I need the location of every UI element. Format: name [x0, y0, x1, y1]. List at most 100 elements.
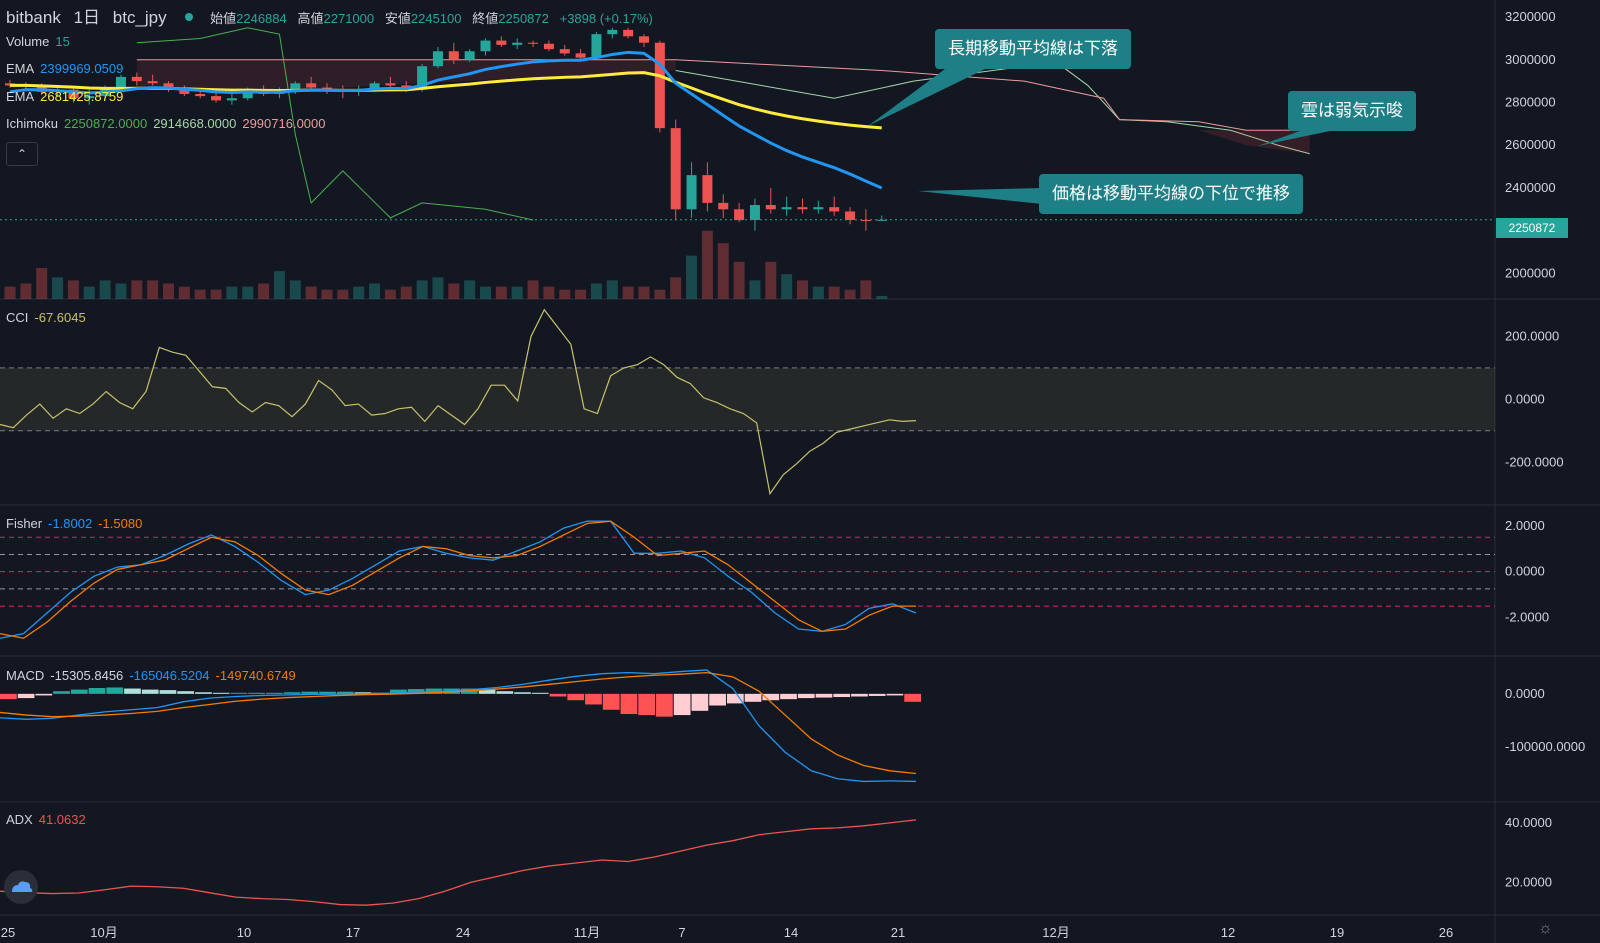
volume-bar — [876, 295, 888, 299]
callout-long-ema[interactable]: 長期移動平均線は下落 — [935, 29, 1131, 69]
ichimoku-span-b — [136, 59, 1310, 131]
candle-body — [226, 98, 237, 101]
volume-bar — [654, 289, 666, 299]
fisher-legend-label: Fisher — [6, 516, 43, 531]
ichimoku-lagging-span — [136, 27, 534, 221]
candle-body — [829, 207, 840, 212]
callout-cloud[interactable]: 雲は弱気示唆 — [1288, 91, 1416, 131]
macd-histogram-bar — [496, 691, 514, 694]
candle-body — [306, 83, 317, 88]
symbol-name[interactable]: btc_jpy — [112, 8, 167, 27]
volume-bar — [210, 289, 222, 299]
macd-histogram-bar — [283, 692, 301, 694]
callout-price[interactable]: 価格は移動平均線の下位で推移 — [1039, 174, 1303, 214]
candle-body — [68, 89, 79, 99]
adx-legend[interactable]: ADX 41.0632 — [6, 812, 92, 827]
candle-body — [543, 43, 554, 50]
macd-histogram-bar — [301, 691, 319, 694]
candle-body — [749, 205, 760, 220]
candle-body — [512, 42, 523, 45]
time-axis-tick: 25 — [1, 925, 15, 940]
ema1-legend[interactable]: EMA 2399969.0509 — [6, 61, 129, 76]
macd-histogram-bar — [390, 689, 407, 694]
fisher-legend-v1: -1.8002 — [48, 516, 93, 531]
callout-price-pointer — [918, 188, 1042, 204]
fisher-line — [0, 520, 917, 639]
volume-bar — [749, 280, 761, 299]
volume-legend-label: Volume — [6, 34, 50, 49]
volume-bar — [495, 286, 507, 299]
fisher-legend-v2: -1.5080 — [98, 516, 143, 531]
time-axis-tick: 12月 — [1042, 925, 1069, 940]
candle-body — [607, 29, 618, 35]
interval-label[interactable]: 1日 — [73, 8, 101, 27]
close-label: 終値 — [472, 11, 499, 26]
candle-body — [639, 36, 649, 43]
low-value: 2245100 — [410, 11, 462, 26]
candle-body — [654, 42, 665, 129]
volume-legend[interactable]: Volume 15 — [6, 34, 76, 49]
macd-histogram-bar — [177, 691, 195, 694]
volume-bar — [765, 261, 777, 299]
volume-bar — [717, 243, 729, 299]
ema-short-line — [9, 50, 883, 190]
macd-legend-v1: -15305.8456 — [50, 668, 124, 683]
price-axis-tick: 3000000 — [1505, 52, 1556, 67]
time-axis-tick: 19 — [1330, 925, 1344, 940]
ema2-legend-value: 2681425.8759 — [40, 89, 124, 104]
fisher-legend[interactable]: Fisher -1.8002 -1.5080 — [6, 516, 148, 531]
macd-legend[interactable]: MACD -15305.8456 -165046.5204 -149740.6749 — [6, 668, 302, 683]
ichimoku-legend[interactable]: Ichimoku 2250872.0000 2914668.0000 2990716.… — [6, 116, 332, 131]
macd-histogram-bar — [638, 693, 656, 716]
candle-body — [813, 207, 824, 210]
volume-bar — [638, 286, 650, 299]
time-axis-tick: 26 — [1439, 925, 1453, 940]
collapse-legend-button[interactable]: ⌃ — [6, 142, 38, 166]
time-axis-tick: 7 — [678, 925, 685, 940]
candle-body — [147, 81, 158, 84]
volume-bar — [701, 230, 713, 299]
volume-bar — [289, 280, 301, 299]
exchange-name[interactable]: bitbank — [6, 8, 61, 27]
candle-body — [797, 207, 808, 210]
volume-bar — [4, 286, 16, 299]
candle-body — [718, 202, 729, 210]
candle-body — [860, 219, 871, 221]
macd-histogram-bar — [124, 688, 141, 694]
candle-body — [432, 51, 443, 67]
macd-histogram-bar — [549, 693, 567, 697]
candle-body — [496, 40, 507, 45]
volume-bar — [828, 286, 840, 299]
volume-bar — [131, 280, 143, 299]
candle-body — [591, 34, 602, 58]
tradingview-logo[interactable] — [4, 870, 38, 904]
macd-histogram-bar — [620, 693, 638, 715]
volume-bar — [115, 283, 127, 299]
ichimoku-legend-label: Ichimoku — [6, 116, 59, 131]
gear-icon[interactable]: ☼ — [1538, 920, 1553, 937]
macd-histogram-bar — [709, 693, 726, 706]
candle-body — [179, 89, 190, 94]
ema2-legend[interactable]: EMA 2681425.8759 — [6, 89, 129, 104]
macd-histogram-bar — [780, 693, 797, 700]
ema2-legend-label: EMA — [6, 89, 35, 104]
macd-histogram-bar — [726, 693, 744, 704]
candle-body — [385, 83, 396, 86]
volume-legend-value: 15 — [55, 34, 70, 49]
time-axis-tick: 17 — [346, 925, 360, 940]
callout-cloud-pointer — [1258, 131, 1330, 146]
cci-legend[interactable]: CCI -67.6045 — [6, 310, 92, 325]
volume-bar — [384, 289, 396, 299]
volume-bar — [242, 286, 254, 299]
macd-legend-label: MACD — [6, 668, 45, 683]
price-axis-tick: 2400000 — [1505, 180, 1556, 195]
change-value: +3898 (+0.17%) — [559, 11, 653, 26]
macd-histogram-bar — [53, 691, 70, 694]
macd-histogram-bar — [762, 693, 780, 701]
volume-bar — [163, 283, 174, 299]
volume-bar — [448, 283, 460, 299]
candle-body — [195, 93, 206, 97]
macd-histogram-bar — [815, 693, 833, 698]
macd-histogram-bar — [319, 691, 336, 694]
